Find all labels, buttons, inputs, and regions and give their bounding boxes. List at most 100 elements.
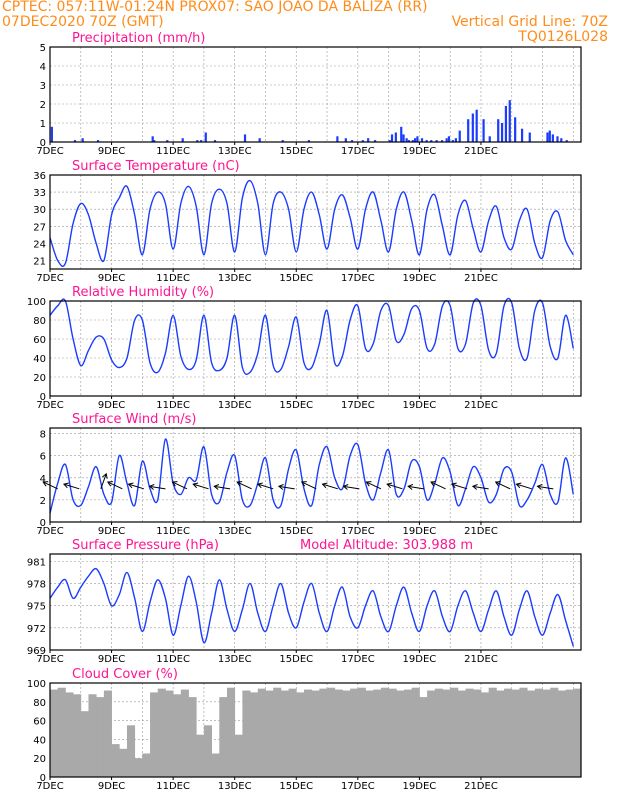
temp-ytick-label: 24	[33, 239, 46, 250]
precip-bar	[416, 136, 419, 142]
humidity-xtick-label: 19DEC	[403, 400, 437, 411]
pressure-xtick-label: 11DEC	[156, 654, 190, 665]
precip-bar	[508, 100, 511, 142]
humidity-ytick-label: 20	[33, 373, 46, 384]
cloud-bar	[203, 725, 213, 777]
cloud-ytick-label: 80	[33, 698, 46, 709]
wind-arrow-head	[321, 482, 328, 489]
wind-ytick-label: 4	[40, 474, 46, 485]
temp-frame	[49, 174, 582, 270]
cloud-bar	[242, 690, 251, 777]
cloud-bar	[404, 689, 413, 777]
humidity-ytick-label: 100	[27, 297, 46, 308]
cloud-xtick-label: 15DEC	[279, 781, 313, 792]
cloud-bar	[342, 690, 351, 777]
wind-arrow-head	[407, 484, 414, 490]
pressure-frame	[49, 553, 582, 651]
cloud-bar	[96, 697, 105, 777]
pressure-ytick-label: 969	[27, 646, 46, 657]
wind-arrow-head	[102, 472, 108, 479]
cloud-bar	[142, 753, 151, 777]
wind-arrow-head	[450, 482, 457, 489]
precip-bar	[281, 140, 284, 142]
cloud-frame	[49, 682, 582, 778]
precip-bar	[414, 138, 417, 142]
cloud-bar	[334, 689, 343, 777]
precip-xtick-label: 9DEC	[98, 146, 125, 157]
cloud-bar	[450, 687, 459, 777]
temp-ytick-label: 36	[33, 171, 46, 182]
humidity-xtick-label: 17DEC	[341, 400, 375, 411]
wind-arrow-head	[192, 482, 199, 489]
wind-ytick-label: 0	[40, 518, 46, 529]
precip-bar	[166, 140, 169, 142]
temp-ytick-label: 21	[33, 256, 46, 267]
humidity-ytick-label: 60	[33, 335, 46, 346]
cloud-bar	[111, 744, 120, 777]
cloud-xtick-label: 9DEC	[98, 781, 125, 792]
cloud-title: Cloud Cover (%)	[72, 667, 178, 682]
cloud-bar	[211, 753, 220, 777]
wind-arrow-shaft	[322, 483, 338, 490]
temp-xtick-label: 17DEC	[341, 273, 375, 284]
cloud-bar	[511, 689, 520, 777]
cloud-bar	[557, 690, 567, 777]
wind-ytick-label: 2	[40, 496, 46, 507]
precip-bar	[560, 138, 563, 142]
humidity-title: Relative Humidity (%)	[72, 285, 214, 300]
wind-arrow-shaft	[301, 481, 317, 490]
precip-xtick-label: 19DEC	[403, 146, 437, 157]
cloud-ytick-label: 20	[33, 754, 46, 765]
wind-xtick-label: 17DEC	[341, 526, 375, 537]
wind-xtick-label: 19DEC	[403, 526, 437, 537]
precip-bar	[458, 130, 461, 142]
wind-arrow-shaft	[63, 483, 80, 490]
precip-bar	[81, 138, 84, 142]
wind-xtick-label: 15DEC	[279, 526, 313, 537]
wind-arrow-shaft	[472, 485, 489, 490]
wind-ytick-label: 6	[40, 452, 46, 463]
wind-arrow-shaft	[516, 483, 532, 490]
cloud-bar	[57, 687, 66, 777]
precip-bar	[213, 140, 217, 142]
cloud-bar	[357, 687, 366, 777]
cloud-bar	[365, 690, 374, 777]
wind-ytick-label: 8	[40, 430, 46, 441]
wind-arrow-shaft	[451, 483, 468, 490]
wind-arrow-shaft	[128, 483, 145, 490]
pressure-title: Surface Pressure (hPa)	[72, 538, 219, 553]
cloud-bar	[273, 687, 282, 777]
precip-bar	[425, 140, 428, 142]
header-date: 07DEC2020 70Z (GMT)	[2, 14, 164, 30]
wind-arrow-head	[236, 481, 243, 487]
precip-bar	[514, 117, 517, 142]
precip-bar	[488, 136, 491, 142]
precip-ytick-label: 4	[40, 62, 46, 73]
precip-bar	[73, 140, 77, 142]
wind-arrow-head	[515, 482, 522, 489]
humidity-ytick-label: 40	[33, 354, 46, 365]
precip-xtick-label: 11DEC	[156, 146, 190, 157]
wind-arrow-shaft	[257, 483, 274, 490]
precip-bar	[151, 136, 154, 142]
wind-arrow-shaft	[100, 473, 107, 489]
pressure-series-line	[49, 567, 574, 647]
cloud-bar	[350, 688, 359, 777]
precip-bar	[451, 140, 454, 142]
humidity-xtick-label: 21DEC	[464, 400, 498, 411]
temp-xtick-label: 19DEC	[403, 273, 437, 284]
cloud-bar	[188, 697, 197, 777]
temp-series-line	[49, 179, 574, 267]
precip-bar	[548, 130, 551, 142]
pressure-ytick-label: 978	[27, 580, 46, 591]
precip-bar	[440, 140, 444, 142]
precip-xtick-label: 21DEC	[464, 146, 498, 157]
wind-arrow-head	[365, 481, 372, 487]
wind-arrow-head	[213, 484, 220, 490]
precip-bar	[520, 128, 524, 142]
cloud-bar	[411, 687, 420, 777]
precip-ytick-label: 2	[40, 100, 46, 111]
cloud-bar	[280, 690, 289, 777]
cloud-xtick-label: 21DEC	[464, 781, 498, 792]
wind-arrow-head	[106, 481, 113, 487]
